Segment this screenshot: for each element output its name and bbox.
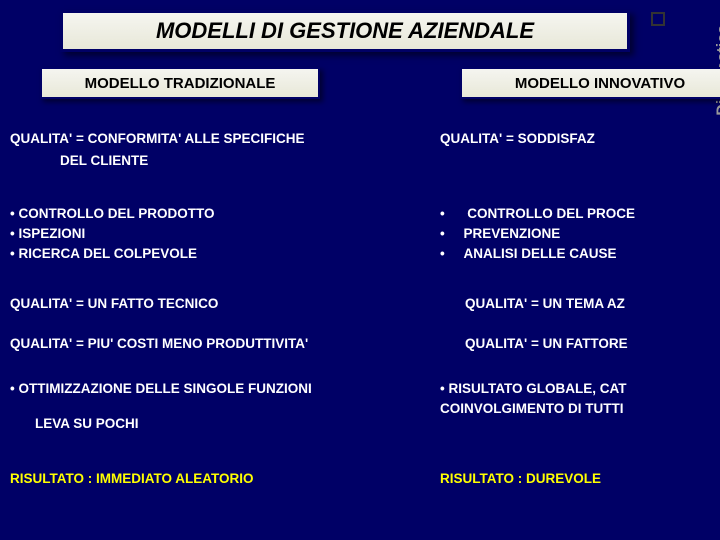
right-q2: QUALITA' = UN TEMA AZ xyxy=(440,295,720,313)
right-b3: ANALISI DELLE CAUSE xyxy=(463,246,616,261)
right-b2: PREVENZIONE xyxy=(463,226,560,241)
right-q3: QUALITA' = UN FATTORE xyxy=(440,335,720,353)
right-b1: CONTROLLO DEL PROCE xyxy=(467,206,635,221)
left-b1: • CONTROLLO DEL PRODOTTO xyxy=(10,205,370,223)
right-q1: QUALITA' = SODDISFAZ xyxy=(440,130,720,148)
left-b4: • OTTIMIZZAZIONE DELLE SINGOLE FUNZIONI xyxy=(10,380,370,398)
right-result: RISULTATO : DUREVOLE xyxy=(440,470,720,488)
main-title: MODELLI DI GESTIONE AZIENDALE xyxy=(60,10,630,52)
right-b1-row: • CONTROLLO DEL PROCE xyxy=(440,205,720,223)
right-b3-row: • ANALISI DELLE CAUSE xyxy=(440,245,720,263)
left-b3: • RICERCA DEL COLPEVOLE xyxy=(10,245,370,263)
right-coinv: COINVOLGIMENTO DI TUTTI xyxy=(440,400,720,418)
small-box-icon xyxy=(651,12,665,26)
left-column-header: MODELLO TRADIZIONALE xyxy=(40,67,320,99)
left-leva: LEVA SU POCHI xyxy=(10,415,370,433)
left-q2: QUALITA' = UN FATTO TECNICO xyxy=(10,295,370,313)
left-result: RISULTATO : IMMEDIATO ALEATORIO xyxy=(10,470,370,488)
left-q3: QUALITA' = PIU' COSTI MENO PRODUTTIVITA' xyxy=(10,335,370,353)
left-q1b: DEL CLIENTE xyxy=(10,152,370,170)
right-b4: • RISULTATO GLOBALE, CAT xyxy=(440,380,720,398)
left-b2: • ISPEZIONI xyxy=(10,225,370,243)
right-b2-row: • PREVENZIONE xyxy=(440,225,720,243)
left-q1a: QUALITA' = CONFORMITA' ALLE SPECIFICHE xyxy=(10,130,370,148)
right-column-header: MODELLO INNOVATIVO xyxy=(460,67,720,99)
